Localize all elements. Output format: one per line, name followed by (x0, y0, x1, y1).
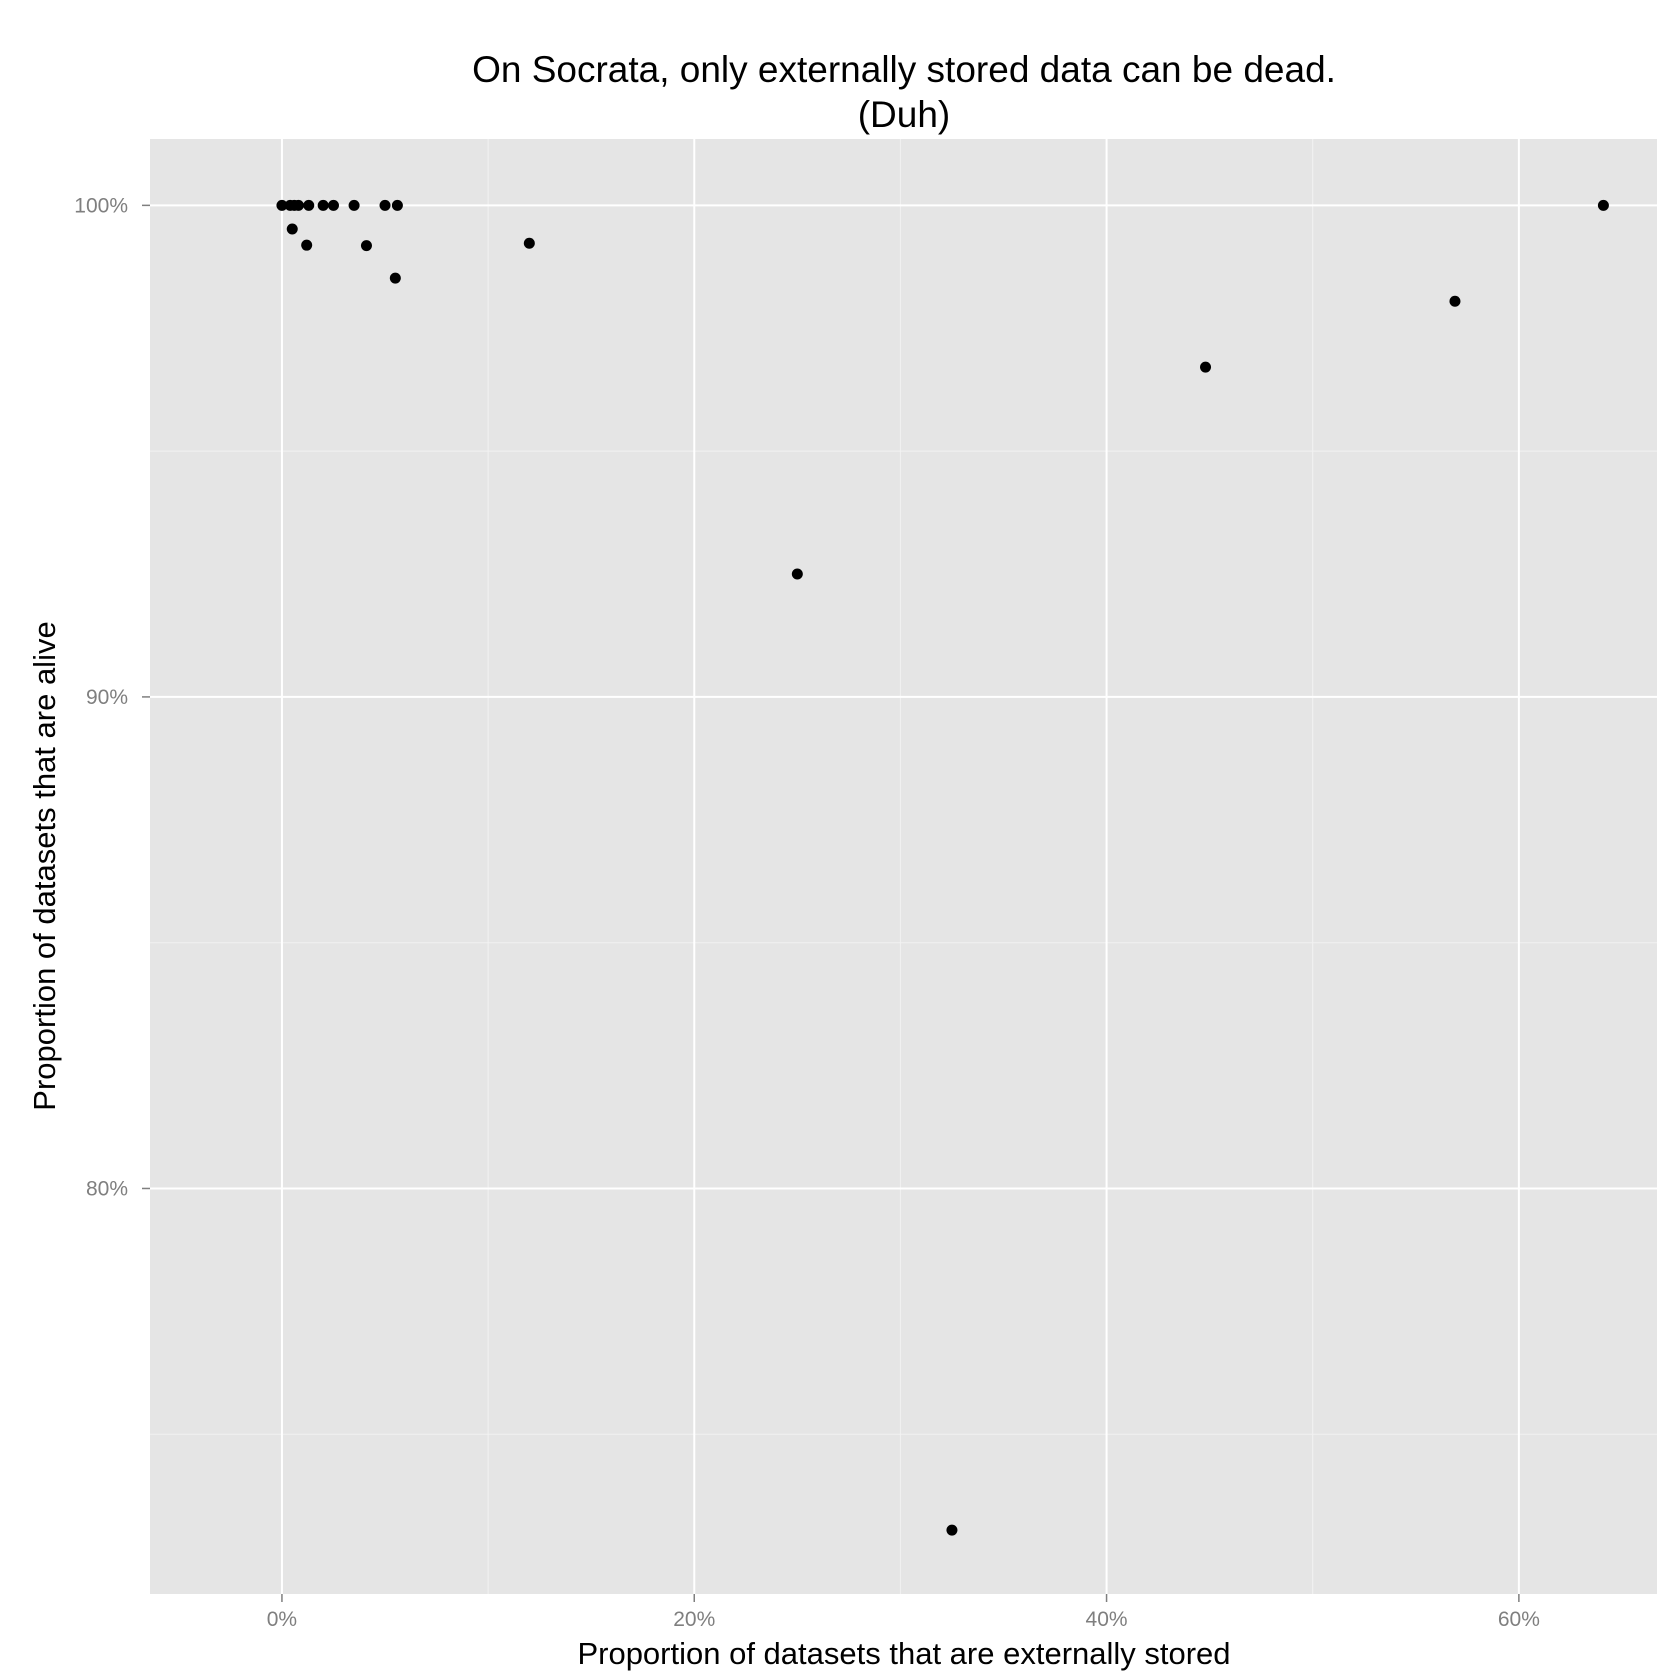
y-tick-label: 100% (74, 194, 128, 217)
data-points (276, 199, 1609, 1536)
x-axis: 0% 20% 40% 60% (267, 1594, 1540, 1631)
y-tick-label: 80% (86, 1177, 128, 1200)
data-point (286, 223, 298, 235)
data-point (317, 199, 329, 211)
data-point (791, 568, 803, 580)
x-tick-label: 20% (673, 1608, 715, 1631)
data-point (360, 240, 372, 252)
data-point (327, 199, 339, 211)
data-point (301, 239, 313, 251)
data-point (348, 199, 360, 211)
major-gridlines (150, 139, 1657, 1594)
y-axis: 80% 90% 100% (74, 194, 150, 1200)
data-point (391, 199, 403, 211)
data-point (1200, 361, 1212, 373)
data-point (1449, 295, 1461, 307)
minor-gridlines (150, 139, 1657, 1594)
data-point (276, 199, 288, 211)
data-point (379, 199, 391, 211)
data-point (389, 272, 401, 284)
x-tick-label: 60% (1498, 1608, 1540, 1631)
data-point (946, 1524, 958, 1536)
data-point (303, 199, 315, 211)
x-tick-label: 0% (267, 1608, 297, 1631)
y-axis-title: Proportion of datasets that are alive (27, 621, 62, 1110)
x-tick-label: 40% (1086, 1608, 1128, 1631)
data-point (523, 237, 535, 249)
y-tick-label: 90% (86, 686, 128, 709)
chart-title: On Socrata, only externally stored data … (472, 49, 1336, 90)
x-axis-title: Proportion of datasets that are external… (577, 1636, 1230, 1671)
data-point (1597, 199, 1609, 211)
data-point (292, 199, 304, 211)
chart-subtitle: (Duh) (858, 94, 951, 135)
plot-panel (150, 139, 1657, 1594)
